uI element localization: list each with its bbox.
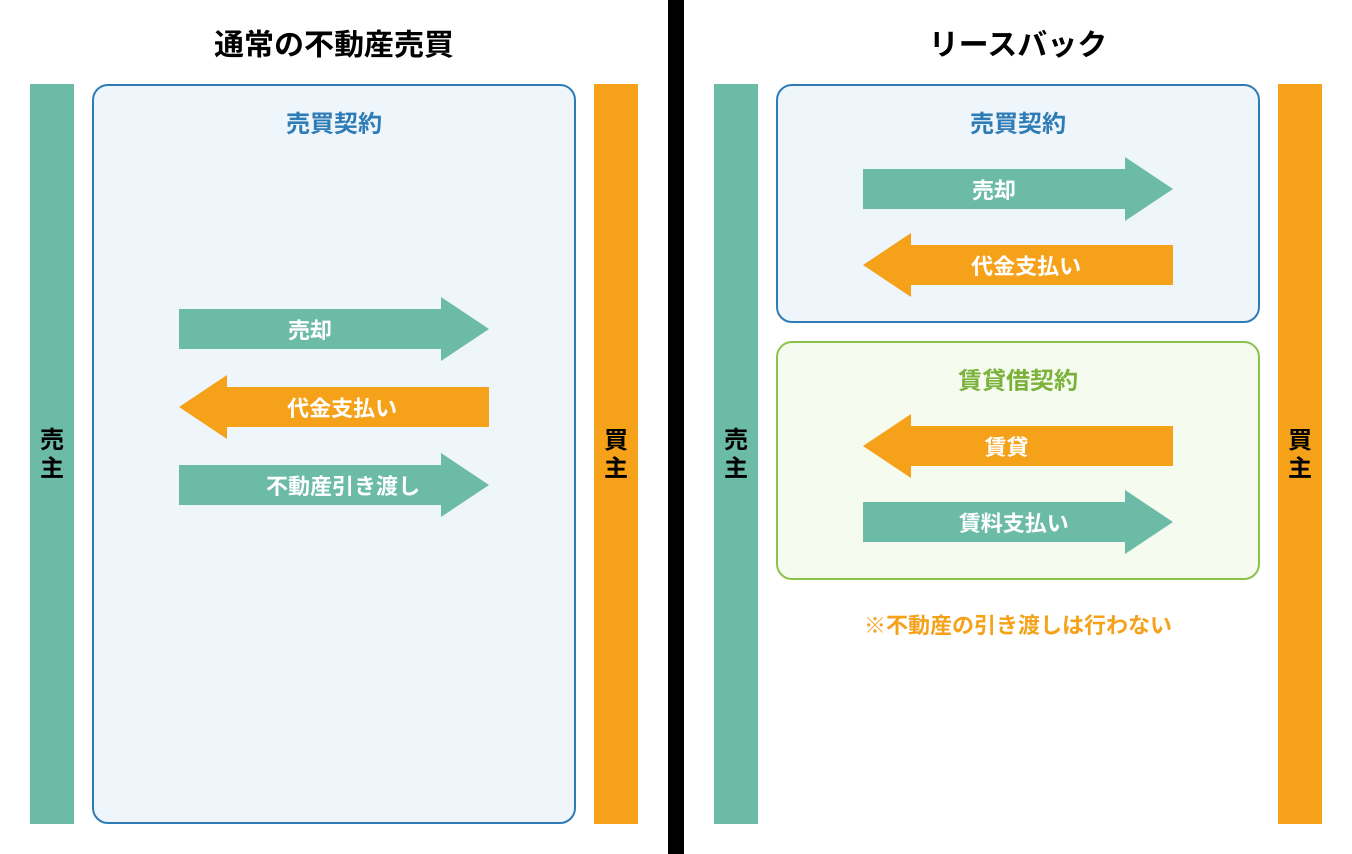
buyer-bar-right: 買主 [1278,84,1322,824]
arrow-label: 代金支払い [287,391,397,423]
contract-title-right-1: 売買契約 [970,104,1066,139]
arrow-right: 売却 [863,157,1173,221]
buyer-label-left: 買主 [599,426,634,482]
arrow-left: 賃貸 [863,414,1173,478]
sales-contract-box-right: 売買契約 売却代金支払い [776,84,1260,323]
panel-leaseback: リースバック 売主 売買契約 売却代金支払い 賃貸借契約 賃貸賃料支払い ※不動… [684,0,1352,854]
arrow-label: 不動産引き渡し [266,469,420,501]
arrow-left: 代金支払い [863,233,1173,297]
center-col-left: 売買契約 売却代金支払い不動産引き渡し [92,84,576,824]
arrows-right-1: 売却代金支払い [788,157,1248,297]
center-col-right: 売買契約 売却代金支払い 賃貸借契約 賃貸賃料支払い ※不動産の引き渡しは行わな… [776,84,1260,824]
panel-normal-sale: 通常の不動産売買 売主 売買契約 売却代金支払い不動産引き渡し 買主 [0,0,668,854]
panel-title-right: リースバック [929,20,1108,64]
contract-title-right-2: 賃貸借契約 [958,361,1078,396]
buyer-label-right: 買主 [1283,426,1318,482]
arrow-right: 不動産引き渡し [179,453,489,517]
seller-label-left: 売主 [35,426,70,482]
arrow-right: 売却 [179,297,489,361]
sales-contract-box-left: 売買契約 売却代金支払い不動産引き渡し [92,84,576,824]
seller-bar-right: 売主 [714,84,758,824]
panel-body-right: 売主 売買契約 売却代金支払い 賃貸借契約 賃貸賃料支払い ※不動産の引き渡しは… [714,84,1322,824]
seller-label-right: 売主 [719,426,754,482]
arrow-label: 売却 [972,173,1016,205]
arrow-left: 代金支払い [179,375,489,439]
buyer-bar-left: 買主 [594,84,638,824]
arrow-label: 賃貸 [984,430,1028,462]
arrow-label: 売却 [288,313,332,345]
panel-title-left: 通常の不動産売買 [214,20,454,64]
footnote: ※不動産の引き渡しは行わない [864,608,1172,640]
arrow-label: 賃料支払い [959,506,1069,538]
arrows-left: 売却代金支払い不動産引き渡し [104,297,564,517]
arrow-right: 賃料支払い [863,490,1173,554]
arrow-label: 代金支払い [971,249,1081,281]
contract-title-left: 売買契約 [286,104,382,139]
panel-body-left: 売主 売買契約 売却代金支払い不動産引き渡し 買主 [30,84,638,824]
lease-contract-box-right: 賃貸借契約 賃貸賃料支払い [776,341,1260,580]
seller-bar-left: 売主 [30,84,74,824]
arrows-right-2: 賃貸賃料支払い [788,414,1248,554]
